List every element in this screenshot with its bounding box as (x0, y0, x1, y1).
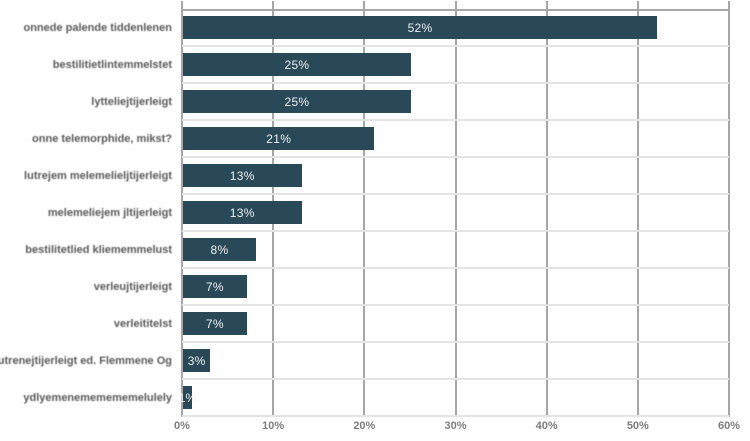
x-tick-label: 20% (353, 420, 376, 432)
bar-value-label: 21% (266, 131, 292, 146)
bar: 52% (183, 16, 658, 39)
gridline-horizontal (182, 267, 729, 269)
category-label: verleujtijerleigt (93, 280, 172, 293)
category-label: ydlyemenememememelulely (23, 391, 172, 404)
gridline-horizontal (182, 193, 729, 195)
gridline-horizontal (182, 230, 729, 232)
bar-value-label: 13% (229, 205, 255, 220)
bar: 25% (183, 53, 411, 76)
bar-value-label: 1% (178, 390, 197, 405)
gridline-vertical (545, 1, 548, 417)
bar-value-label: 52% (407, 20, 433, 35)
category-label: verleititelst (113, 317, 172, 330)
bar-value-label: 25% (284, 94, 310, 109)
category-label: lutrejem melemelieljtijerleigt (24, 169, 172, 182)
gridline-horizontal (182, 415, 729, 417)
gridline-vertical (636, 1, 639, 417)
x-tick-label: 10% (262, 420, 285, 432)
x-tick-label: 60% (717, 420, 741, 432)
gridline-horizontal (182, 341, 729, 343)
x-tick-label: 40% (535, 420, 558, 432)
bar-value-label: 13% (229, 168, 255, 183)
bar-value-label: 7% (205, 316, 224, 331)
bar: 8% (183, 238, 256, 261)
bar-value-label: 25% (284, 57, 310, 72)
category-label: onne telemorphide, mikst? (32, 132, 172, 145)
bar: 13% (183, 201, 302, 224)
gridline-horizontal (182, 304, 729, 306)
bar: 1% (179, 386, 196, 409)
bar-value-label: 8% (210, 242, 229, 257)
category-label: lytteliejtijerleigt (91, 95, 172, 108)
x-tick-label: 0% (174, 420, 190, 432)
bar: 7% (183, 275, 247, 298)
gridline-horizontal (182, 82, 729, 84)
bar: 3% (183, 349, 211, 372)
category-label: lutrenejtijerleigt ed. Flemmene Og (0, 354, 172, 367)
gridline-vertical (728, 1, 730, 417)
plot-border-top (181, 9, 730, 11)
bar-value-label: 7% (205, 279, 224, 294)
bar: 25% (183, 90, 411, 113)
bar: 7% (183, 312, 247, 335)
gridline-horizontal (182, 45, 729, 47)
category-label: melemeliejem jltijerleigt (47, 206, 172, 219)
bar-value-label: 3% (187, 353, 206, 368)
gridline-vertical (181, 1, 183, 417)
gridline-vertical (363, 1, 366, 417)
bar: 13% (183, 164, 302, 187)
bar: 21% (183, 127, 375, 150)
x-tick-label: 50% (626, 420, 649, 432)
gridline-vertical (454, 1, 457, 417)
gridline-horizontal (182, 156, 729, 158)
category-label: onnede palende tiddenlenen (23, 21, 172, 34)
gridline-horizontal (182, 378, 729, 380)
category-label: bestilitetlied kliememmelust (25, 243, 172, 256)
gridline-horizontal (182, 119, 729, 121)
x-tick-label: 30% (444, 420, 467, 432)
category-label: bestilitietlintemmelstet (52, 58, 172, 71)
